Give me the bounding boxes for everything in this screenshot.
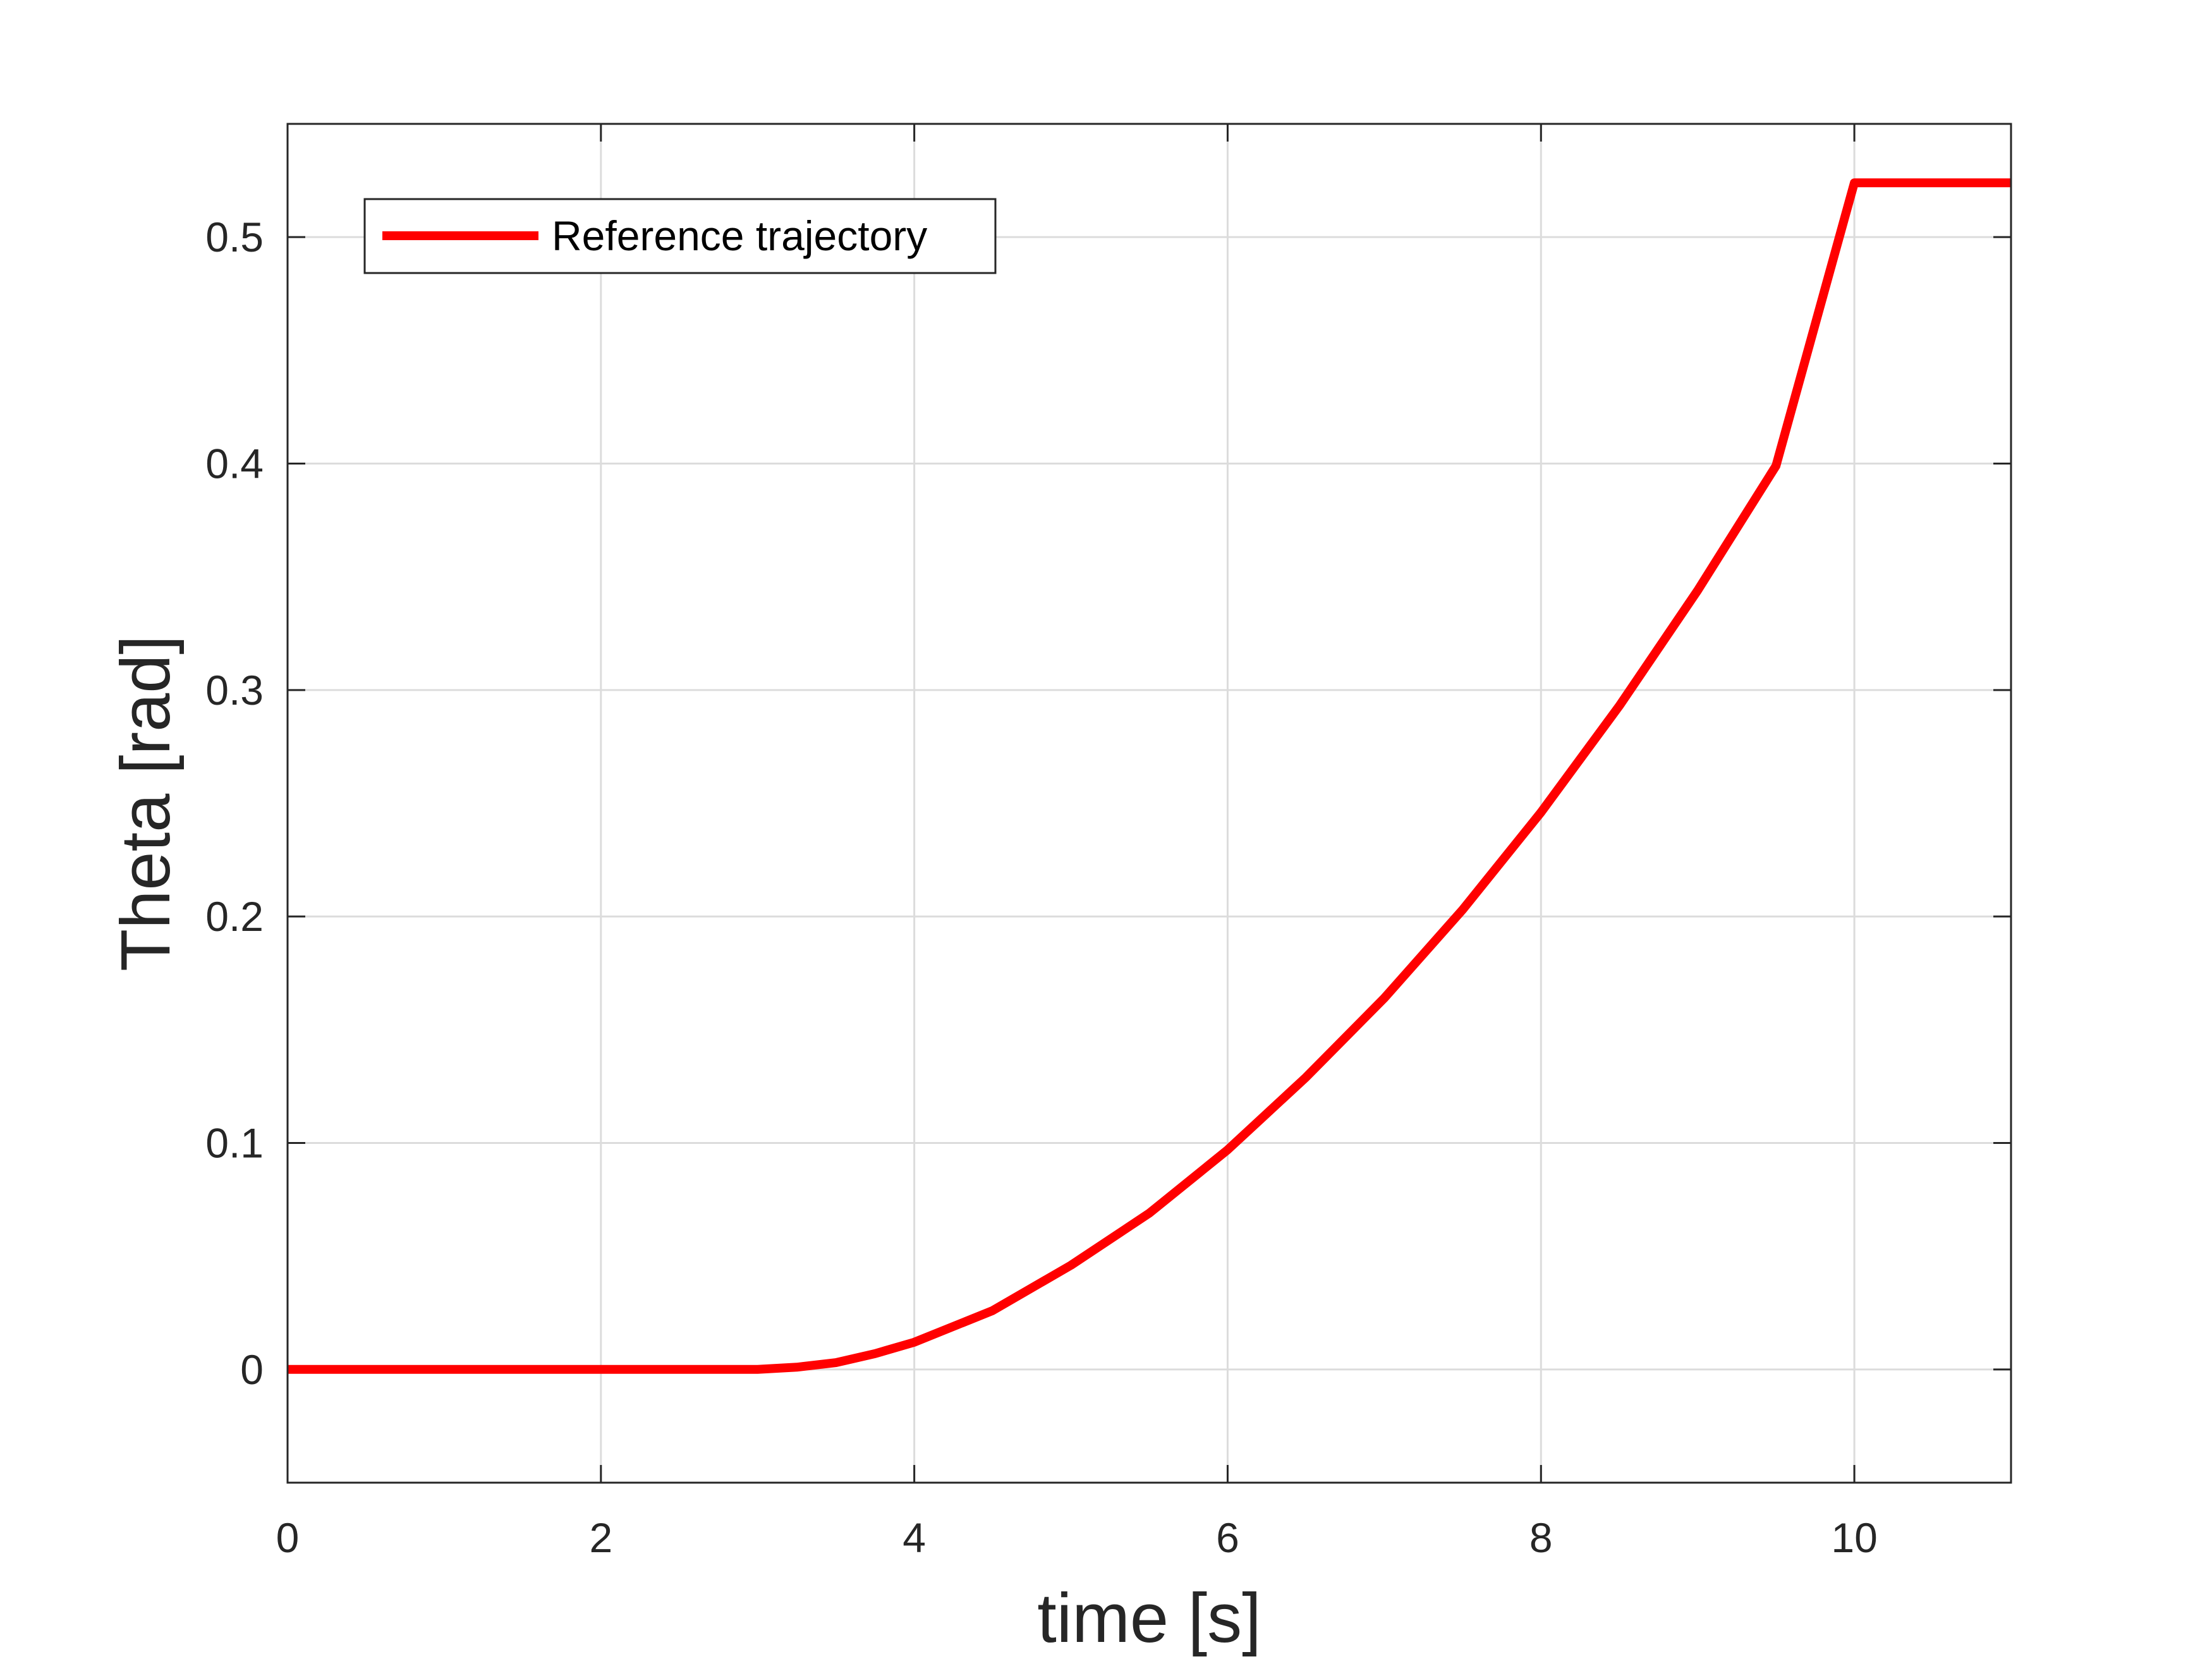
y-tick-label: 0.5 bbox=[205, 214, 264, 260]
x-tick-label: 6 bbox=[1216, 1514, 1239, 1561]
y-tick-labels: 0 0.1 0.2 0.3 0.4 0.5 bbox=[205, 214, 264, 1393]
legend: Reference trajectory bbox=[363, 198, 997, 274]
x-tick-label: 8 bbox=[1529, 1514, 1553, 1561]
x-axis-label: time [s] bbox=[1037, 1579, 1261, 1657]
y-tick-label: 0.1 bbox=[205, 1120, 264, 1167]
x-tick-labels: 0 2 4 6 8 10 bbox=[276, 1514, 1878, 1561]
grid bbox=[286, 124, 2011, 1483]
y-tick-label: 0 bbox=[240, 1346, 264, 1393]
x-tick-label: 10 bbox=[1831, 1514, 1877, 1561]
x-tick-label: 0 bbox=[276, 1514, 300, 1561]
x-tick-label: 2 bbox=[589, 1514, 612, 1561]
y-tick-label: 0.2 bbox=[205, 893, 264, 940]
plot-frame bbox=[286, 123, 2012, 1484]
ticks bbox=[286, 124, 2011, 1483]
series-line-reference-trajectory bbox=[288, 178, 2011, 1374]
y-tick-label: 0.3 bbox=[205, 667, 264, 714]
x-tick-label: 4 bbox=[902, 1514, 926, 1561]
legend-label-reference-trajectory: Reference trajectory bbox=[552, 212, 927, 259]
series-layer bbox=[288, 178, 2011, 1374]
y-axis-label: Theta [rad] bbox=[107, 635, 185, 971]
y-tick-label: 0.4 bbox=[205, 441, 264, 487]
plot-area bbox=[288, 124, 2011, 1483]
